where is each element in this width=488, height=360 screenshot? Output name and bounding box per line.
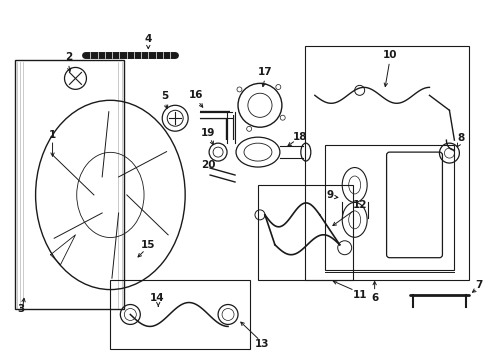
Bar <box>324 145 453 270</box>
Bar <box>110 280 249 349</box>
Text: 19: 19 <box>201 128 215 138</box>
Text: 14: 14 <box>150 293 164 302</box>
Text: 5: 5 <box>161 91 168 101</box>
Text: 2: 2 <box>65 53 72 63</box>
Bar <box>15 60 124 310</box>
Text: 7: 7 <box>475 280 482 289</box>
Text: 18: 18 <box>292 132 306 142</box>
Bar <box>304 45 468 280</box>
Text: 15: 15 <box>141 240 155 250</box>
Text: 17: 17 <box>257 67 272 77</box>
Text: 13: 13 <box>254 339 269 349</box>
Text: 1: 1 <box>49 130 56 140</box>
Text: 16: 16 <box>188 90 203 100</box>
Bar <box>258 185 352 280</box>
Text: 20: 20 <box>201 160 215 170</box>
Text: 12: 12 <box>352 200 366 210</box>
Text: 8: 8 <box>457 133 464 143</box>
Text: 10: 10 <box>382 50 396 60</box>
Text: 4: 4 <box>144 33 152 44</box>
Text: 11: 11 <box>352 289 366 300</box>
Text: 9: 9 <box>325 190 333 200</box>
Text: 3: 3 <box>17 305 24 315</box>
Text: 6: 6 <box>370 293 378 302</box>
